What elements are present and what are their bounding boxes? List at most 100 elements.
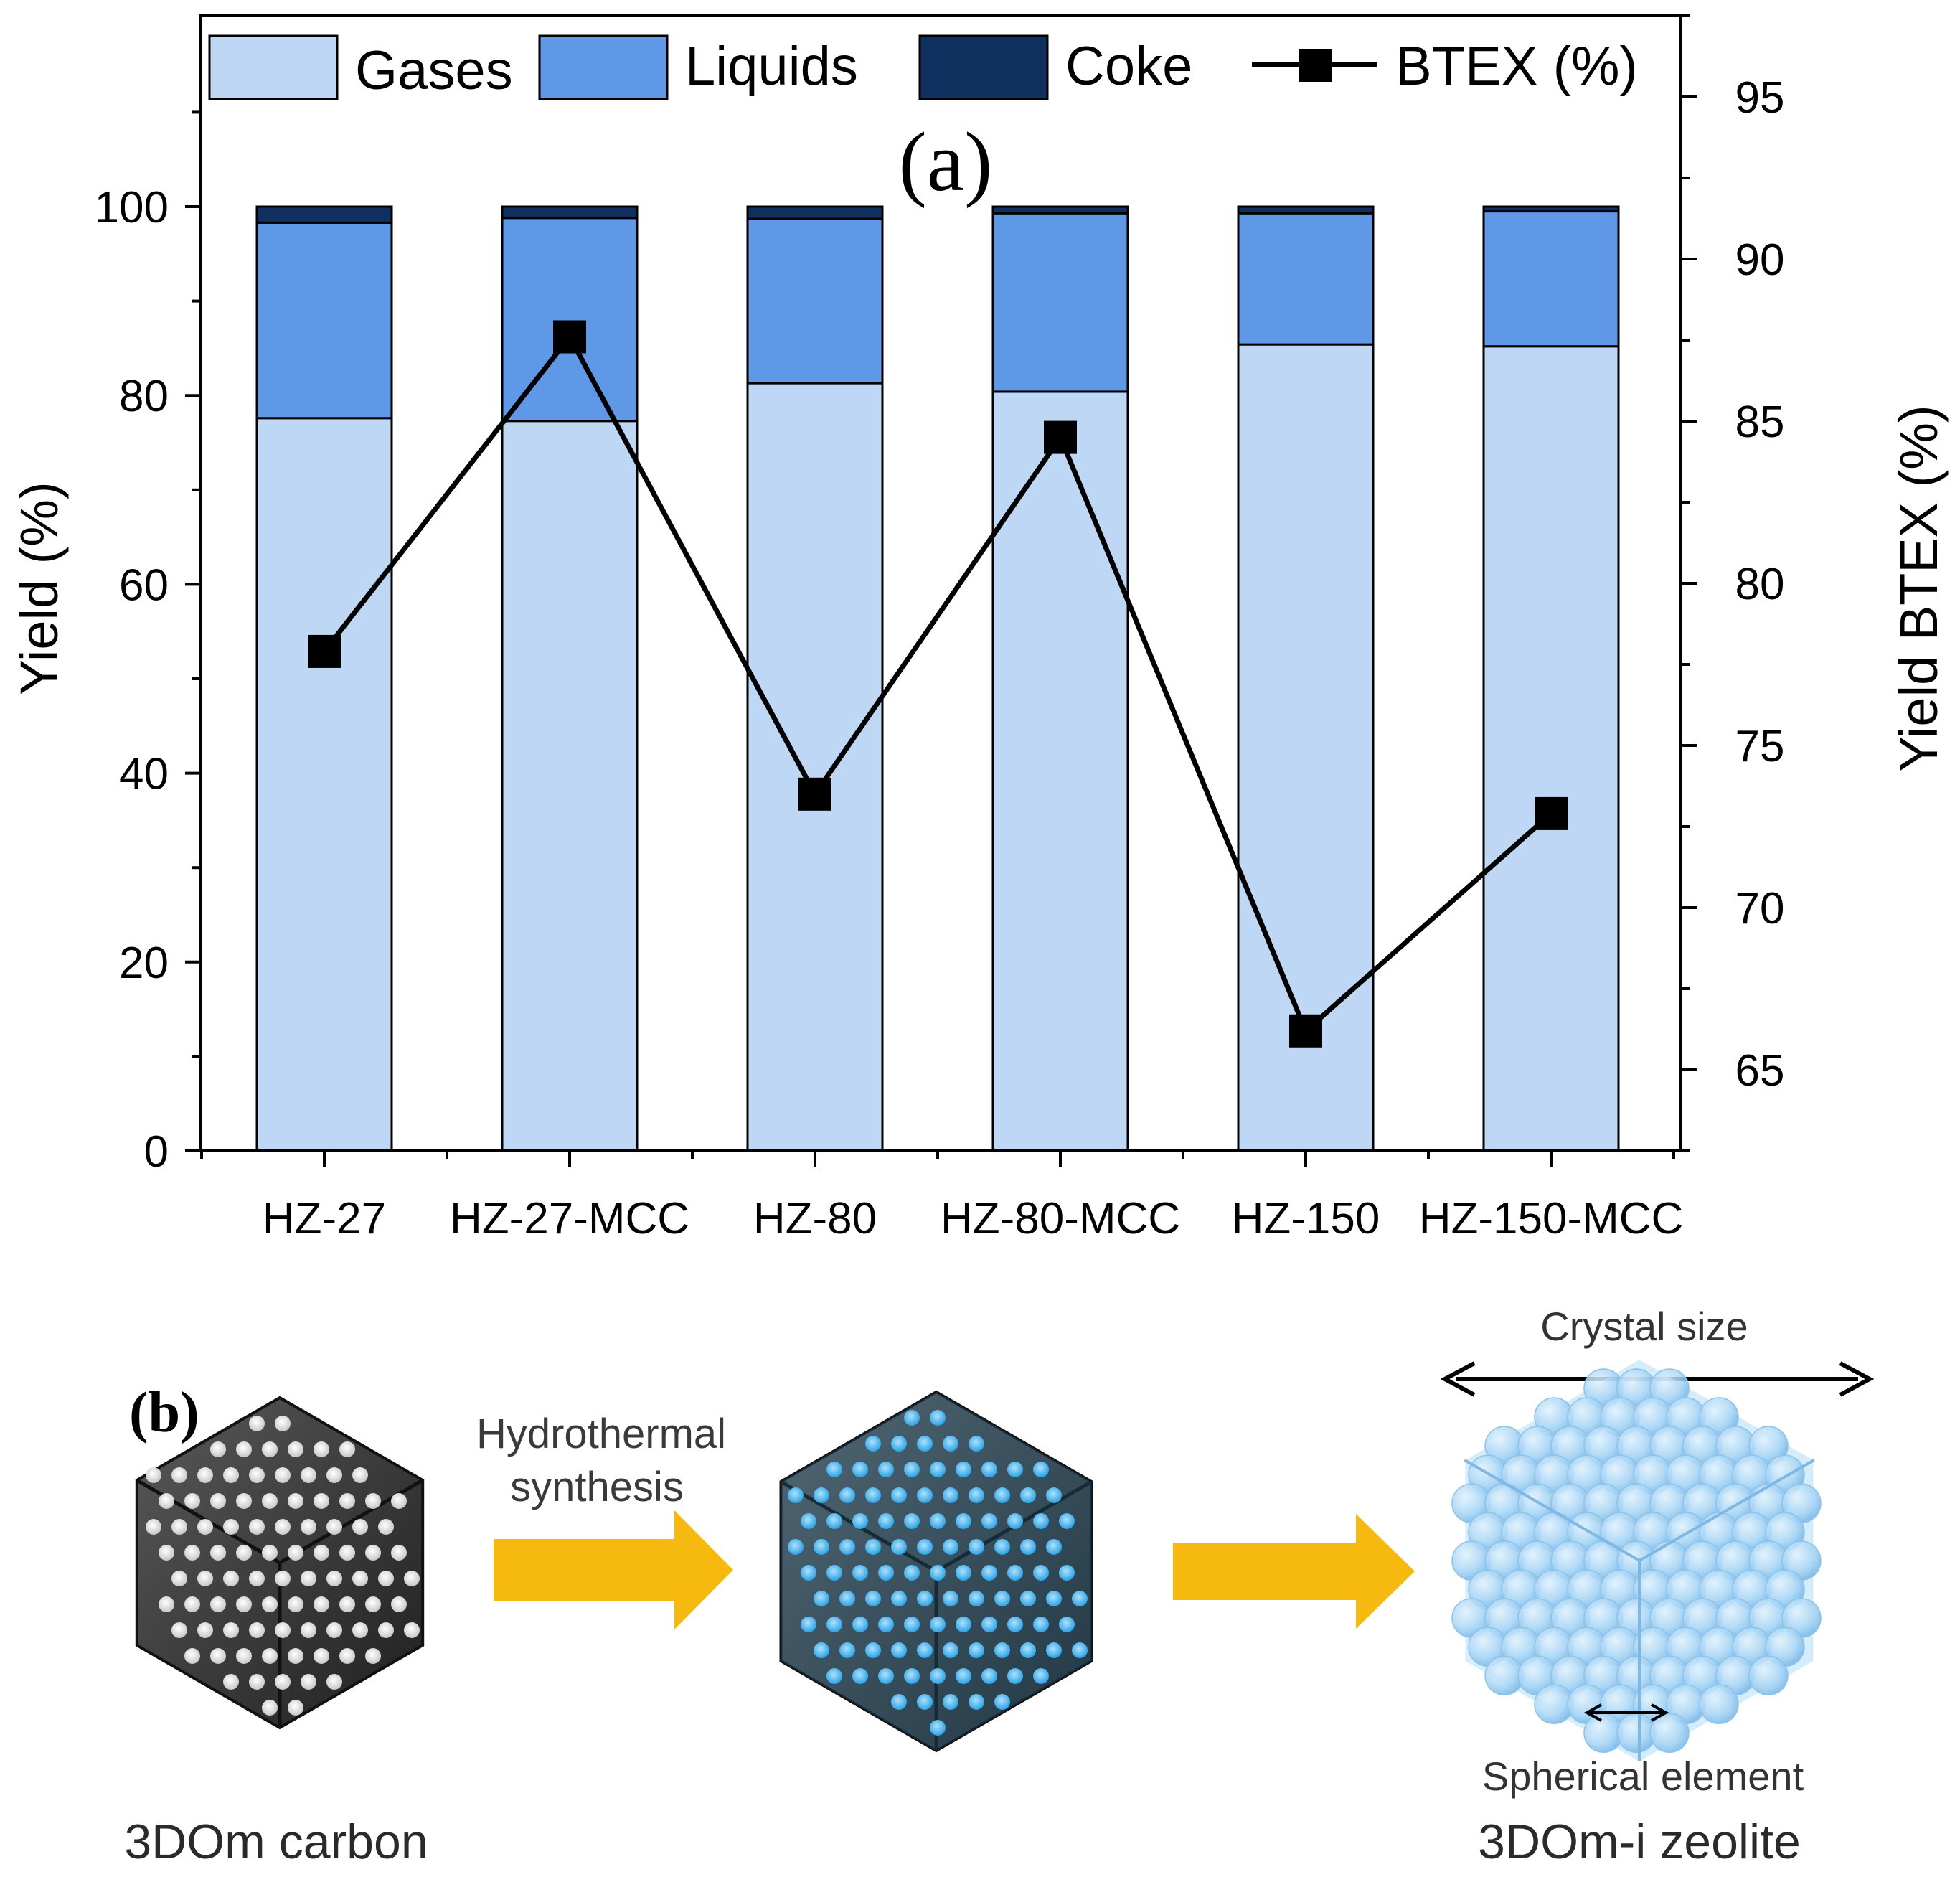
particle-pore: [839, 1487, 855, 1503]
particle-pore: [288, 1648, 303, 1664]
particle-pore: [969, 1436, 984, 1452]
particle-pore: [339, 1545, 355, 1561]
particle-pore: [301, 1467, 316, 1483]
particle-pore: [904, 1410, 920, 1426]
particle-pore: [801, 1565, 816, 1581]
particle-pore: [171, 1622, 187, 1638]
particle-pore: [391, 1493, 407, 1509]
particle-pore: [339, 1648, 355, 1664]
particle-pore: [365, 1596, 381, 1612]
x-tick-label: HZ-150-MCC: [1419, 1194, 1684, 1243]
particle-pore: [1033, 1617, 1049, 1632]
particle-pore: [223, 1622, 239, 1638]
particle-pore: [301, 1571, 316, 1586]
particle-pore: [1007, 1565, 1023, 1581]
particle-pore: [981, 1462, 997, 1477]
particle-pore: [236, 1545, 252, 1561]
particle-pore: [301, 1674, 316, 1690]
btex-line: [322, 332, 1553, 1035]
particle-pore: [891, 1591, 907, 1606]
particle-pore: [1072, 1642, 1088, 1658]
particle-pore: [301, 1519, 316, 1535]
bars-layer: [255, 205, 1620, 1152]
bar-coke-hz-150-mcc: [1482, 205, 1620, 213]
particle-pore: [904, 1668, 920, 1684]
particle-pore: [1059, 1617, 1075, 1632]
bar-liquids-hz-80: [746, 217, 884, 385]
y-axis-title: Yield (%): [9, 481, 69, 695]
particle-pore: [1059, 1565, 1075, 1581]
y2-tick-label: 65: [1735, 1046, 1785, 1096]
particle-pore: [404, 1571, 420, 1586]
particle-pore: [917, 1436, 933, 1452]
particle-pore: [288, 1493, 303, 1509]
particle-pore: [981, 1668, 997, 1684]
particle-pore: [171, 1467, 187, 1483]
particle-pore: [236, 1596, 252, 1612]
particle-pore: [814, 1487, 829, 1503]
btex-point-hz-80: [798, 777, 831, 811]
y2-tick-label: 75: [1735, 722, 1785, 771]
particle-pore: [891, 1694, 907, 1710]
particle-pore: [865, 1487, 881, 1503]
particle-pore: [262, 1596, 278, 1612]
particle-pore: [197, 1622, 213, 1638]
particle-pore: [878, 1462, 894, 1477]
particle-pore: [223, 1571, 239, 1586]
particle-pore: [197, 1571, 213, 1586]
particle-pore: [1046, 1539, 1062, 1555]
particle-pore: [352, 1571, 368, 1586]
particle-pore: [852, 1565, 868, 1581]
bar-gases-hz-80: [746, 382, 884, 1152]
bar-coke-hz-27: [255, 205, 393, 224]
synthesis-schematic: (b) 3DOm carbon Hydrothermal synthesis C…: [124, 1304, 1875, 1869]
particle-pore: [865, 1539, 881, 1555]
particle-pore: [878, 1513, 894, 1529]
particle-pore: [275, 1519, 291, 1535]
particle-pore: [262, 1441, 278, 1457]
bar-gases-hz-150-mcc: [1482, 345, 1620, 1152]
particle-pore: [275, 1674, 291, 1690]
particle-pore: [826, 1668, 842, 1684]
infiltrated-particle-image: [779, 1390, 1093, 1753]
particle-pore: [210, 1545, 226, 1561]
panel-b-label: (b): [129, 1381, 199, 1444]
btex-point-hz-80-mcc: [1044, 420, 1077, 454]
particle-pore: [249, 1571, 265, 1586]
panel-a-label: (a): [899, 115, 993, 209]
particle-pore: [314, 1648, 329, 1664]
particle-pore: [275, 1416, 291, 1431]
particle-pore: [249, 1622, 265, 1638]
particle-pore: [904, 1565, 920, 1581]
particle-pore: [326, 1519, 342, 1535]
particle-pore: [197, 1467, 213, 1483]
particle-pore: [878, 1617, 894, 1632]
particle-pore: [904, 1617, 920, 1632]
particle-pore: [826, 1462, 842, 1477]
particle-pore: [184, 1493, 200, 1509]
particle-pore: [1007, 1462, 1023, 1477]
bar-liquids-hz-150: [1237, 212, 1375, 346]
particle-pore: [994, 1694, 1010, 1710]
bar-coke-hz-80-mcc: [991, 205, 1129, 215]
particle-pore: [930, 1513, 946, 1529]
particle-pore: [930, 1462, 946, 1477]
particle-pore: [956, 1462, 971, 1477]
particle-pore: [981, 1513, 997, 1529]
particle-pore: [943, 1539, 958, 1555]
particle-pore: [339, 1493, 355, 1509]
particle-pore: [1072, 1591, 1088, 1606]
particle-pore: [314, 1493, 329, 1509]
particle-pore: [930, 1410, 946, 1426]
particle-pore: [262, 1545, 278, 1561]
yield-chart: 0 20 40 60 80 100 65 70 75 80 85 90 95 HZ-27 HZ-27-M…: [9, 14, 1949, 1243]
particle-pore: [904, 1513, 920, 1529]
particle-pore: [159, 1545, 174, 1561]
bar-gases-hz-80-mcc: [991, 390, 1129, 1152]
particle-pore: [391, 1545, 407, 1561]
y2-axis-title: Yield BTEX (%): [1889, 405, 1949, 771]
particle-pore: [197, 1519, 213, 1535]
particle-pore: [275, 1467, 291, 1483]
particle-pore: [159, 1596, 174, 1612]
zeolite-caption: 3DOm-i zeolite: [1478, 1815, 1801, 1869]
